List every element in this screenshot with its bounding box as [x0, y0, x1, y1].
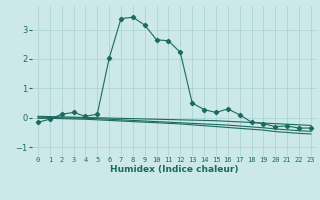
- X-axis label: Humidex (Indice chaleur): Humidex (Indice chaleur): [110, 165, 239, 174]
